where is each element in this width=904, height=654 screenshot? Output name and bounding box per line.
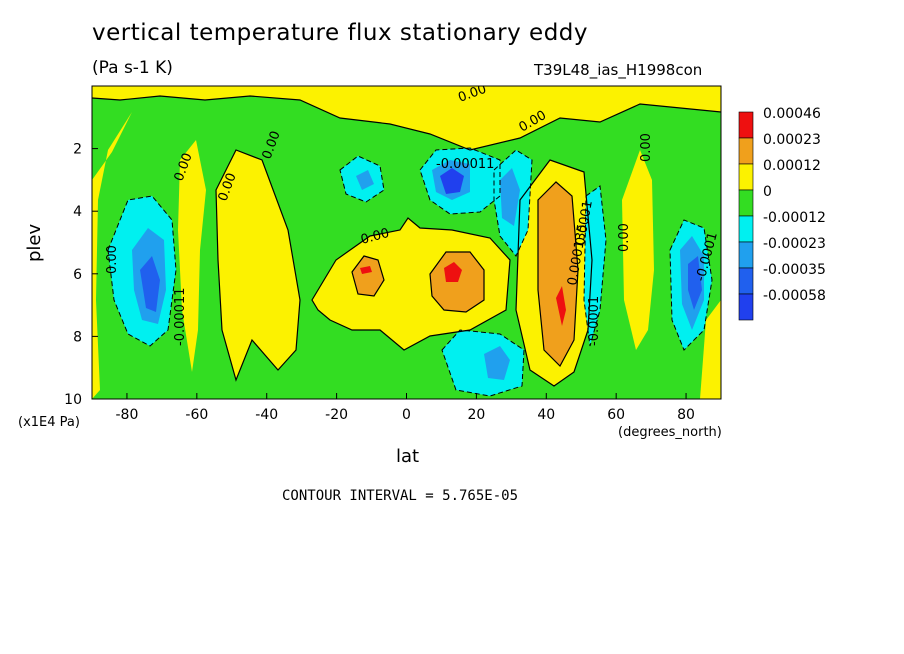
y-tick-label: 10	[64, 392, 82, 408]
contour-label: -0.0001	[587, 296, 602, 346]
x-units: (degrees_north)	[618, 425, 722, 440]
contour-orange-nh	[537, 181, 579, 367]
region-lightblue-nh-upper	[500, 168, 520, 226]
x-tick-label: 40	[537, 407, 555, 423]
contour-lines-negative	[107, 147, 713, 397]
colorbar-swatch	[738, 163, 754, 191]
y-tick-label: 2	[73, 142, 82, 158]
region-lightblue-low	[484, 346, 510, 380]
contour-neg-eq-low	[441, 329, 525, 397]
contour-interval: CONTOUR INTERVAL = 5.765E-05	[282, 488, 519, 504]
region-positive-np	[700, 300, 721, 399]
region-blue-sh	[140, 256, 160, 312]
contour-neg-eq-upper	[419, 147, 501, 215]
contour-neg-sh	[107, 195, 177, 347]
y-tick-label: 4	[73, 204, 82, 220]
colorbar-label: 0.00023	[763, 132, 821, 148]
contour-label: 0.00	[639, 133, 654, 162]
x-tick-label: -60	[185, 407, 208, 423]
region-blue-nh	[688, 256, 702, 310]
colorbar-swatch	[738, 241, 754, 269]
colorbar-swatch	[738, 215, 754, 243]
colorbar-swatch	[738, 267, 754, 295]
x-tick-label: -80	[116, 407, 139, 423]
region-positive-sh-left	[92, 112, 132, 399]
region-positive-sh-band	[216, 150, 300, 380]
colorbar-swatch	[738, 111, 754, 139]
region-positive-sh-mid	[178, 140, 206, 372]
region-positive-nh-high	[622, 150, 654, 350]
x-axis-label: lat	[396, 446, 420, 467]
contour-lines	[92, 95, 721, 387]
colorbar-label: -0.00012	[763, 210, 826, 226]
region-positive-top	[92, 86, 721, 150]
region-positive-tropics	[312, 218, 510, 350]
colorbar-label: -0.00058	[763, 288, 826, 304]
contour-zero-sh-band	[215, 149, 301, 382]
y-tick-label: 8	[73, 329, 82, 345]
region-red-sh	[360, 266, 372, 274]
contour-zero-tropics	[311, 217, 511, 351]
x-tick-label: 20	[467, 407, 485, 423]
contour-label: 0.00	[105, 245, 120, 274]
colorbar-legend: 0.00046 0.00023 0.00012 0 -0.00012 -0.00023 -0…	[738, 106, 826, 321]
colorbar-label: 0.00012	[763, 158, 821, 174]
contour-zero-nh	[515, 159, 593, 387]
x-tick-label: -20	[325, 407, 348, 423]
contour-label: -0.00011	[173, 288, 188, 346]
contour-label: 0.00	[617, 223, 632, 252]
y-axis-label: plev	[24, 223, 45, 262]
x-tick-label: 60	[607, 407, 625, 423]
contour-zero-top	[92, 95, 721, 151]
contour-neg-nh-mid	[583, 185, 607, 347]
region-orange-nh	[538, 182, 578, 366]
colorbar-swatch	[738, 293, 754, 321]
colorbar-swatch	[738, 189, 754, 217]
colorbar-swatch	[738, 137, 754, 165]
plot-area: 0.00 0.00 0.00 0.00 0.00 0.00 0.00 0.00 …	[92, 86, 721, 399]
chart-units: (Pa s-1 K)	[92, 58, 173, 78]
colorbar-label: 0	[763, 184, 772, 200]
colorbar-label: 0.00046	[763, 106, 821, 122]
region-red-nh	[556, 286, 566, 326]
run-label: T39L48_ias_H1998con	[534, 61, 703, 79]
region-blue-eq	[440, 168, 464, 194]
region-red-eq	[444, 262, 462, 282]
colorbar-label: -0.00023	[763, 236, 826, 252]
region-lightblue-sh-upper	[356, 170, 374, 190]
colorbar-label: -0.00035	[763, 262, 826, 278]
x-tick-label: -40	[255, 407, 278, 423]
region-orange-sh	[352, 256, 384, 296]
y-axis: 2 4 6 8 10	[64, 142, 98, 408]
x-tick-label: 80	[677, 407, 695, 423]
contour-neg-nh-upper	[493, 149, 533, 257]
chart-title: vertical temperature flux stationary edd…	[92, 20, 589, 46]
y-scale-note: (x1E4 Pa)	[18, 415, 80, 430]
contour-orange-sh	[351, 255, 385, 297]
contour-label: -0.00011	[436, 157, 494, 172]
contour-label: 0.00	[359, 226, 391, 248]
contour-neg-sh-upper	[339, 155, 385, 203]
contour-orange-eq	[429, 251, 485, 313]
x-axis: -80 -60 -40 -20 0 20 40 60 80	[116, 393, 695, 423]
x-tick-label: 0	[402, 407, 411, 423]
y-tick-label: 6	[73, 267, 82, 283]
contour-neg-nh-high	[669, 219, 713, 351]
